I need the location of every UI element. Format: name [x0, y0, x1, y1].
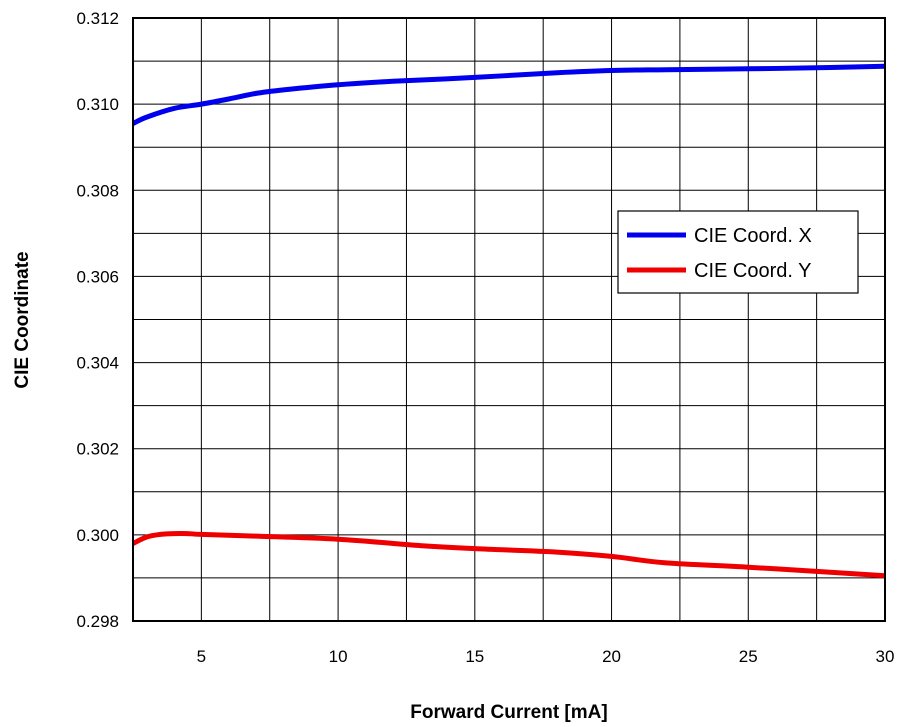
y-tick-label: 0.310 [76, 95, 119, 114]
grid-lines [133, 18, 885, 621]
x-tick-label: 10 [329, 647, 348, 666]
legend-label-cie-x: CIE Coord. X [694, 225, 812, 247]
x-tick-label: 25 [739, 647, 758, 666]
y-tick-label: 0.298 [76, 612, 119, 631]
plot-frame [132, 17, 886, 622]
x-axis-title: Forward Current [mA] [410, 702, 607, 723]
series-line-cie-x [131, 63, 886, 126]
x-tick-label: 20 [602, 647, 621, 666]
series-lines [131, 63, 886, 579]
x-tick-label: 5 [197, 647, 206, 666]
y-tick-label: 0.302 [76, 440, 119, 459]
legend: CIE Coord. X CIE Coord. Y [617, 210, 859, 294]
y-tick-label: 0.306 [76, 267, 119, 286]
x-tick-label: 30 [876, 647, 895, 666]
y-tick-label: 0.312 [76, 9, 119, 28]
axis-ticks: 5 10 15 20 25 30 0.298 0.300 0.302 0.304 0.306 0.30… [76, 9, 894, 666]
x-tick-label: 15 [465, 647, 484, 666]
y-tick-label: 0.304 [76, 354, 119, 373]
y-axis-title: CIE Coordinate [12, 251, 33, 388]
legend-label-cie-y: CIE Coord. Y [694, 260, 811, 282]
y-tick-label: 0.300 [76, 526, 119, 545]
legend-box [617, 210, 859, 294]
series-line-cie-y [131, 530, 886, 579]
y-tick-label: 0.308 [76, 181, 119, 200]
